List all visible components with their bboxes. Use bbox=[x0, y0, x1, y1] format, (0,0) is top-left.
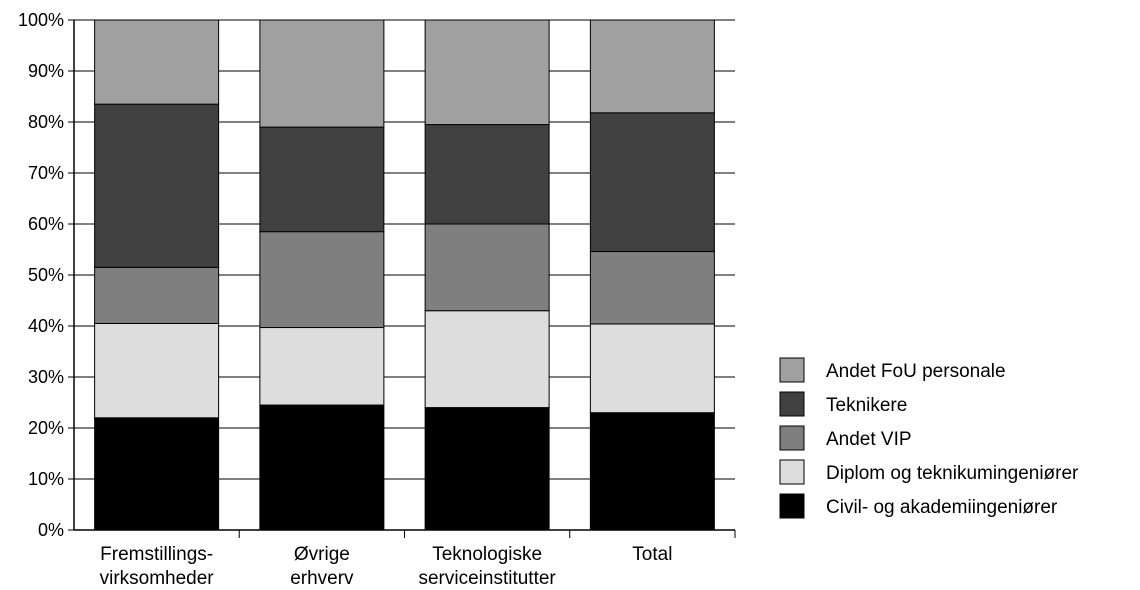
y-tick-label: 80% bbox=[28, 112, 64, 132]
bar-segment bbox=[589, 412, 715, 531]
x-category-label: Øvrige erhverv bbox=[290, 544, 354, 589]
x-category-label: Teknologiske serviceinstitutter bbox=[418, 544, 556, 589]
bar-segment bbox=[589, 19, 715, 114]
bar-segment bbox=[259, 19, 385, 128]
legend-swatch bbox=[779, 493, 805, 519]
bar-segment bbox=[94, 417, 220, 531]
y-tick-label: 0% bbox=[38, 520, 64, 540]
bar-segment bbox=[589, 251, 715, 325]
bar-segment bbox=[259, 126, 385, 233]
legend-label: Diplom og teknikumingeniører bbox=[826, 463, 1079, 484]
bars bbox=[94, 19, 715, 531]
bar-segment bbox=[259, 404, 385, 531]
legend-swatch bbox=[779, 425, 805, 451]
x-category-labels: Fremstillings-virksomheder Øvrige erhverv T… bbox=[100, 544, 673, 589]
y-tick-label: 50% bbox=[28, 265, 64, 285]
x-category-label: Fremstillings-virksomheder bbox=[100, 544, 215, 589]
bar-segment bbox=[94, 322, 220, 419]
legend-swatch bbox=[779, 459, 805, 485]
y-tick-label: 90% bbox=[28, 61, 64, 81]
y-tick-label: 70% bbox=[28, 163, 64, 183]
bar-segment bbox=[94, 103, 220, 268]
bar-segment bbox=[424, 407, 550, 531]
bar-segment bbox=[259, 231, 385, 329]
x-category-label: Total bbox=[632, 544, 672, 565]
legend-label: Teknikere bbox=[826, 395, 907, 416]
bar-segment bbox=[424, 19, 550, 126]
axes bbox=[68, 19, 736, 538]
y-tick-label: 40% bbox=[28, 316, 64, 336]
y-tick-label: 60% bbox=[28, 214, 64, 234]
legend-label: Andet FoU personale bbox=[826, 361, 1006, 382]
bar-segment bbox=[589, 323, 715, 414]
bar-segment bbox=[424, 124, 550, 225]
bar-segment bbox=[259, 327, 385, 406]
y-tick-label: 20% bbox=[28, 418, 64, 438]
y-tick-label: 100% bbox=[18, 10, 64, 30]
bar-segment bbox=[589, 112, 715, 253]
bar-segment bbox=[424, 223, 550, 312]
legend-swatch bbox=[779, 391, 805, 417]
legend: Andet FoU personale Teknikere Andet VIP Dip… bbox=[779, 357, 1079, 519]
bar-segment bbox=[94, 266, 220, 324]
legend-label: Andet VIP bbox=[826, 429, 912, 450]
y-tick-label: 10% bbox=[28, 469, 64, 489]
legend-label: Civil- og akademiingeniører bbox=[826, 497, 1058, 518]
y-tick-labels: 0% 10% 20% 30% 40% 50% 60% 70% 80% 90% 100% bbox=[18, 10, 64, 540]
y-tick-label: 30% bbox=[28, 367, 64, 387]
bar-segment bbox=[424, 310, 550, 409]
bar-segment bbox=[94, 19, 220, 105]
legend-swatch bbox=[779, 357, 805, 383]
